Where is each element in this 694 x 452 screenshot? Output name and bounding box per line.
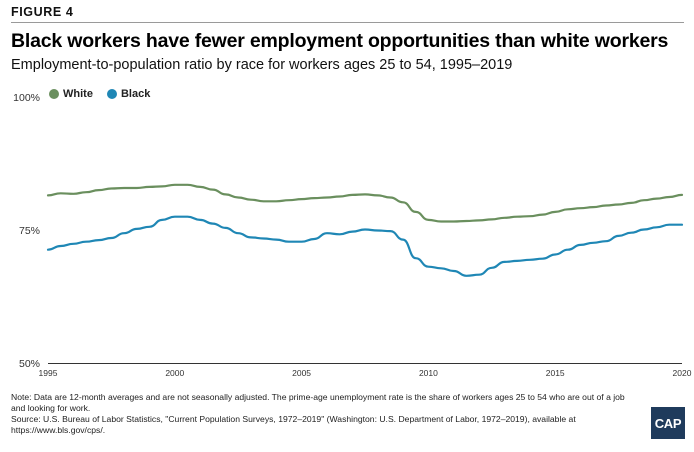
chart-title: Black workers have fewer employment oppo… <box>11 30 669 52</box>
chart-notes: Note: Data are 12-month averages and are… <box>11 392 631 436</box>
header-divider <box>11 22 684 23</box>
y-tick-label: 100% <box>13 92 40 104</box>
line-chart: 50% 75% 100% 1995 2000 2005 2010 2015 2020 <box>13 92 692 378</box>
y-tick-label: 50% <box>19 358 40 370</box>
legend-label-black: Black <box>120 88 151 100</box>
series-line-black <box>46 215 684 277</box>
note-text: Note: Data are 12-month averages and are… <box>11 392 625 413</box>
legend-swatch-white <box>49 89 59 99</box>
legend-item-white: White <box>49 88 93 100</box>
x-tick-label: 2000 <box>165 368 184 378</box>
cap-logo: CAP <box>651 407 685 439</box>
legend-item-black: Black <box>106 88 151 100</box>
legend-swatch-black <box>106 89 117 99</box>
legend-label-white: White <box>63 88 93 100</box>
series-line-white <box>46 183 684 223</box>
chart-subtitle: Employment-to-population ratio by race f… <box>11 57 513 73</box>
y-tick-label: 75% <box>19 225 40 237</box>
source-text: Source: U.S. Bureau of Labor Statistics,… <box>11 414 576 435</box>
chart-legend: White Black <box>49 88 164 100</box>
x-tick-label: 2010 <box>419 368 438 378</box>
figure-label: FIGURE 4 <box>11 5 74 19</box>
x-tick-label: 1995 <box>39 368 58 378</box>
x-tick-label: 2015 <box>546 368 565 378</box>
x-tick-label: 2005 <box>292 368 311 378</box>
x-tick-label: 2020 <box>673 368 692 378</box>
